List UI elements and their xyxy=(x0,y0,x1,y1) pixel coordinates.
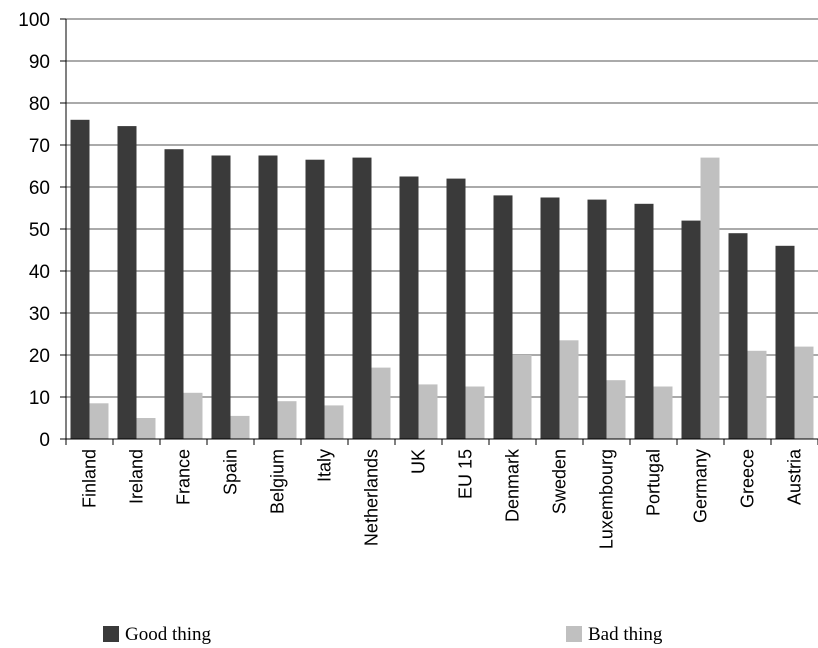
bar-good-thing xyxy=(399,176,419,439)
bar-good-thing xyxy=(258,155,278,439)
x-tick-label: Finland xyxy=(80,449,100,508)
x-tick-label: Sweden xyxy=(550,449,570,514)
y-tick-label: 10 xyxy=(29,388,50,409)
x-tick-labels: Finland Ireland France Spain Belgium Italy Net… xyxy=(80,448,805,549)
bar-bad-thing xyxy=(700,157,720,439)
bar-bad-thing xyxy=(512,355,532,439)
y-tick-label: 80 xyxy=(29,94,50,115)
bar-bad-thing xyxy=(606,380,626,439)
x-tick-label: Belgium xyxy=(268,449,288,514)
legend-label-bad-thing: Bad thing xyxy=(588,624,663,645)
bar-good-thing xyxy=(587,199,607,439)
y-tick-labels: 0 10 20 30 40 50 60 70 80 90 100 xyxy=(18,10,50,451)
x-tick-label: Austria xyxy=(785,448,805,505)
x-tick-label: Italy xyxy=(315,449,335,482)
x-tick-label: Spain xyxy=(221,449,241,495)
x-tick-label: Greece xyxy=(738,449,758,508)
bar-bad-thing xyxy=(747,350,767,439)
y-tick-label: 20 xyxy=(29,346,50,367)
y-tick-label: 0 xyxy=(39,430,50,451)
x-tick-label: France xyxy=(174,449,194,505)
bar-good-thing xyxy=(634,203,654,439)
bar-bad-thing xyxy=(324,405,344,439)
bar-bad-thing xyxy=(418,384,438,439)
bar-good-thing xyxy=(117,126,137,439)
bar-bad-thing xyxy=(794,346,814,439)
bar-good-thing xyxy=(352,157,372,439)
y-tick-label: 60 xyxy=(29,178,50,199)
bar-good-thing xyxy=(728,233,748,439)
bar-good-thing xyxy=(681,220,701,439)
bar-bad-thing xyxy=(653,386,673,439)
y-tick-label: 70 xyxy=(29,136,50,157)
axes xyxy=(60,18,818,445)
bar-good-thing xyxy=(164,149,184,439)
bar-bad-thing xyxy=(371,367,391,439)
legend: Good thing Bad thing xyxy=(103,624,663,645)
y-tick-label: 50 xyxy=(29,220,50,241)
x-tick-label: Germany xyxy=(691,449,711,523)
y-tick-label: 100 xyxy=(18,10,50,31)
bar-bad-thing xyxy=(465,386,485,439)
gridlines xyxy=(66,18,818,398)
x-tick-label: Denmark xyxy=(503,448,523,522)
x-tick-label: EU 15 xyxy=(456,449,476,499)
y-tick-label: 90 xyxy=(29,52,50,73)
bar-good-thing xyxy=(211,155,231,439)
y-tick-label: 30 xyxy=(29,304,50,325)
bar-bad-thing xyxy=(230,415,250,439)
bar-good-thing xyxy=(305,159,325,439)
bar-good-thing xyxy=(540,197,560,439)
bar-bad-thing xyxy=(89,403,109,439)
x-tick-label: UK xyxy=(409,449,429,474)
legend-label-good-thing: Good thing xyxy=(125,624,212,645)
legend-item-good: Good thing xyxy=(103,624,212,645)
bar-bad-thing xyxy=(277,401,297,439)
bar-bad-thing xyxy=(183,392,203,439)
bars xyxy=(70,119,814,440)
legend-item-bad: Bad thing xyxy=(566,624,663,645)
y-tick-label: 40 xyxy=(29,262,50,283)
legend-swatch-bad-thing xyxy=(566,626,582,642)
bar-good-thing xyxy=(446,178,466,439)
bar-bad-thing xyxy=(136,418,156,439)
bar-good-thing xyxy=(775,245,795,439)
legend-swatch-good-thing xyxy=(103,626,119,642)
x-tick-label: Ireland xyxy=(127,449,147,504)
x-tick-label: Netherlands xyxy=(362,449,382,546)
x-tick-label: Luxembourg xyxy=(597,449,617,549)
bar-bad-thing xyxy=(559,340,579,439)
bar-good-thing xyxy=(70,119,90,440)
x-tick-label: Portugal xyxy=(644,449,664,516)
bar-good-thing xyxy=(493,195,513,439)
